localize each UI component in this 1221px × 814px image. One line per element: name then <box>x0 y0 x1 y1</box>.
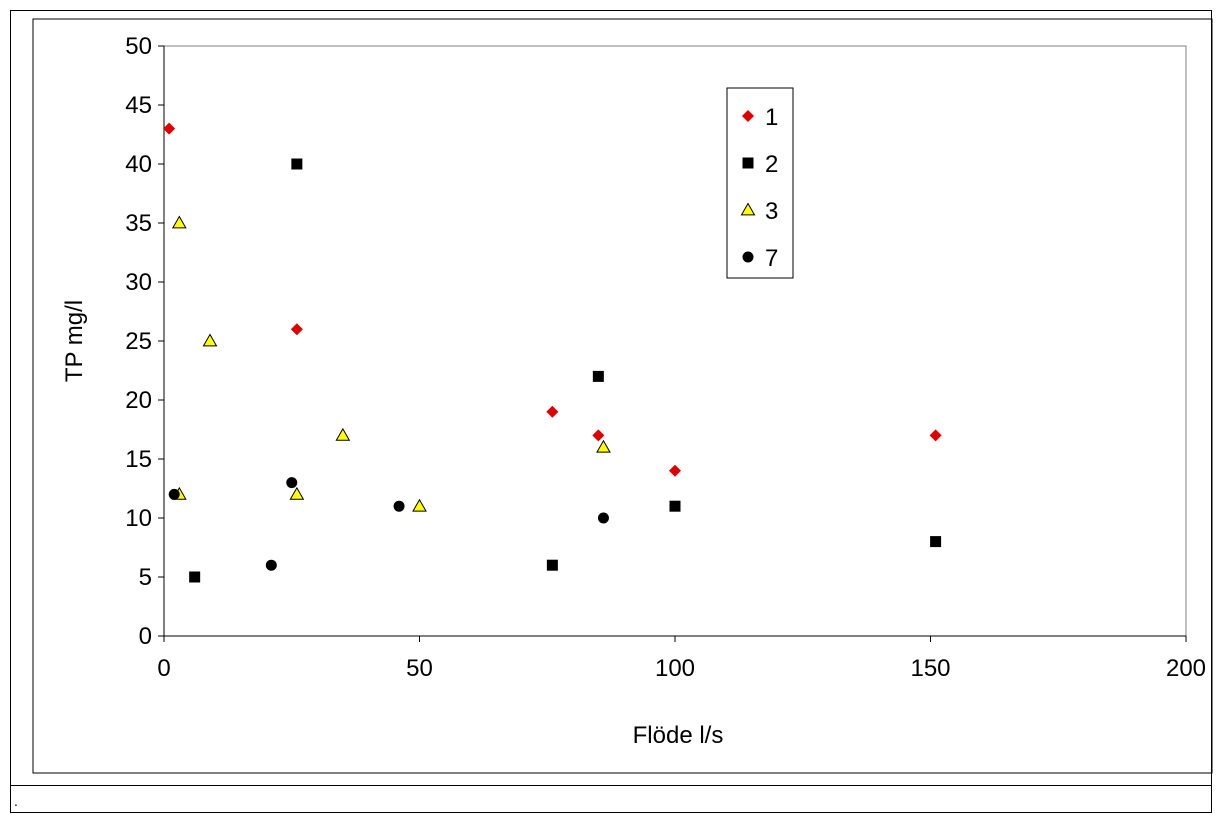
legend-box <box>726 87 794 279</box>
series-1-point <box>592 429 605 442</box>
legend: 1 2 3 7 <box>740 104 778 272</box>
frame-divider <box>10 785 1212 786</box>
series-1-point <box>290 323 303 336</box>
y-tick-label: 25 <box>125 328 152 355</box>
y-tick-label: 20 <box>125 387 152 414</box>
x-tick-label: 0 <box>157 655 170 682</box>
legend-marker-1 <box>742 110 754 122</box>
legend-marker-7 <box>742 251 754 263</box>
series-1-point <box>929 429 942 442</box>
series-3-point <box>202 333 218 347</box>
series-3-point <box>171 215 187 229</box>
series-3-point <box>335 427 351 441</box>
series-7-point <box>265 559 277 571</box>
x-axis-title: Flöde l/s <box>633 722 724 749</box>
series-7-point <box>597 512 609 524</box>
y-tick-label: 40 <box>125 151 152 178</box>
series-1-point <box>669 464 681 477</box>
series-2-point <box>189 571 201 583</box>
data-points <box>163 122 942 583</box>
series-2-point <box>291 158 303 170</box>
series-7-point <box>393 500 405 512</box>
x-tick-label: 200 <box>1166 655 1206 682</box>
legend-label-7: 7 <box>765 245 778 272</box>
series-3-point <box>412 498 427 512</box>
x-axis-ticks: 0 50 100 150 200 <box>157 636 1206 682</box>
legend-marker-2 <box>742 157 754 169</box>
legend-label-2: 2 <box>765 151 778 178</box>
x-tick-label: 150 <box>910 655 950 682</box>
series-3-point <box>289 486 305 500</box>
y-tick-label: 50 <box>125 33 152 60</box>
series-3-point <box>596 439 611 453</box>
legend-label-3: 3 <box>765 198 778 225</box>
y-tick-label: 0 <box>139 623 152 650</box>
y-tick-label: 15 <box>125 446 152 473</box>
legend-label-1: 1 <box>765 104 778 131</box>
series-1-point <box>163 122 176 135</box>
series-2-point <box>592 370 604 382</box>
series-2-point <box>930 536 942 548</box>
y-tick-label: 45 <box>125 92 152 119</box>
series-7-point <box>286 477 298 489</box>
series-7-point <box>168 488 180 500</box>
footer-text: . <box>14 793 18 809</box>
y-axis-ticks: 0 5 10 15 20 25 30 35 40 45 50 <box>125 33 164 650</box>
chart-area-border <box>32 18 1213 774</box>
y-tick-label: 30 <box>125 269 152 296</box>
series-1-point <box>546 405 559 418</box>
series-2-point <box>546 559 558 571</box>
legend-marker-3 <box>740 202 756 216</box>
x-tick-label: 100 <box>655 655 695 682</box>
y-axis-title: TP mg/l <box>61 300 88 382</box>
series-2-point <box>669 500 681 512</box>
y-tick-label: 35 <box>125 210 152 237</box>
x-tick-label: 50 <box>406 655 433 682</box>
plot-area <box>163 45 1187 637</box>
y-tick-label: 10 <box>125 505 152 532</box>
y-tick-label: 5 <box>139 564 152 591</box>
